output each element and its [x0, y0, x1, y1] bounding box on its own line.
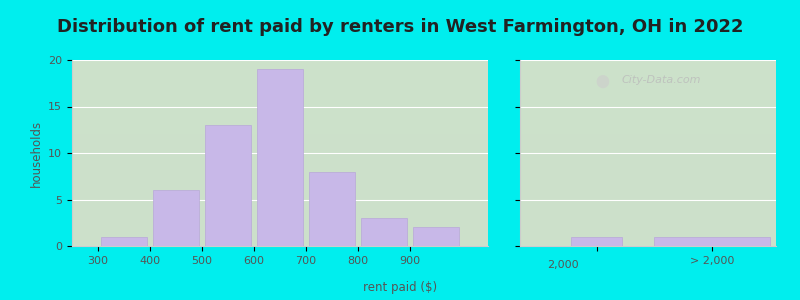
Bar: [205, 125, 251, 246]
Bar: [571, 237, 622, 246]
Bar: [309, 172, 355, 246]
Y-axis label: households: households: [30, 119, 42, 187]
Bar: [153, 190, 199, 246]
Text: ⬤: ⬤: [595, 75, 609, 88]
Bar: [101, 237, 147, 246]
Text: City-Data.com: City-Data.com: [621, 75, 701, 85]
Text: rent paid ($): rent paid ($): [363, 281, 437, 294]
Text: Distribution of rent paid by renters in West Farmington, OH in 2022: Distribution of rent paid by renters in …: [57, 18, 743, 36]
Bar: [413, 227, 459, 246]
Text: 2,000: 2,000: [547, 260, 578, 270]
Bar: [654, 237, 770, 246]
Bar: [361, 218, 407, 246]
Bar: [257, 69, 303, 246]
